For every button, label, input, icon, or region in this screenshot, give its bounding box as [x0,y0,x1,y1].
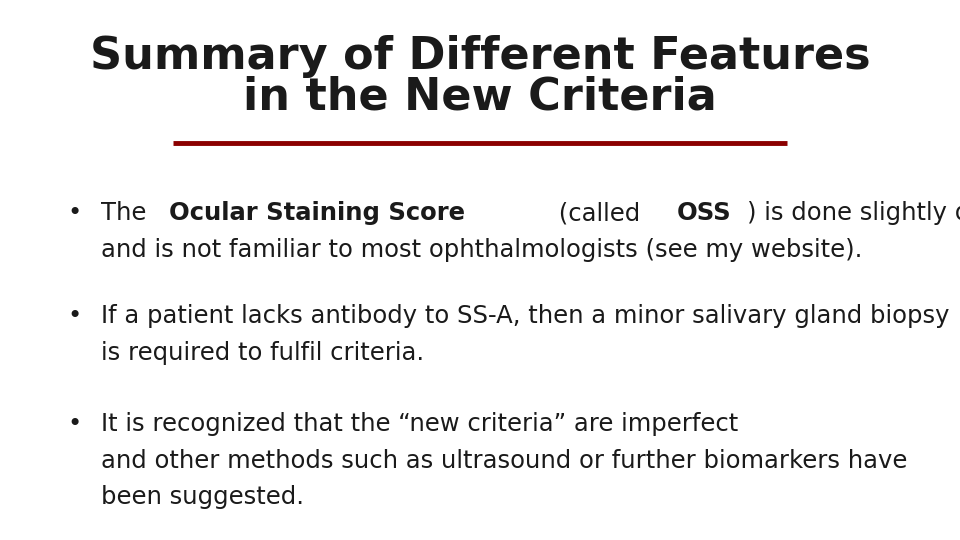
Text: been suggested.: been suggested. [101,485,303,509]
Text: in the New Criteria: in the New Criteria [243,76,717,119]
Text: and other methods such as ultrasound or further biomarkers have: and other methods such as ultrasound or … [101,449,907,472]
Text: •: • [67,201,82,225]
Text: Summary of Different Features: Summary of Different Features [89,35,871,78]
Text: OSS: OSS [677,201,732,225]
Text: If a patient lacks antibody to SS-A, then a minor salivary gland biopsy: If a patient lacks antibody to SS-A, the… [101,304,949,328]
Text: •: • [67,304,82,328]
Text: and is not familiar to most ophthalmologists (see my website).: and is not familiar to most ophthalmolog… [101,238,862,262]
Text: ) is done slightly differently,: ) is done slightly differently, [747,201,960,225]
Text: •: • [67,412,82,436]
Text: It is recognized that the “new criteria” are imperfect: It is recognized that the “new criteria”… [101,412,738,436]
Text: is required to fulfil criteria.: is required to fulfil criteria. [101,341,424,364]
Text: Ocular Staining Score: Ocular Staining Score [169,201,466,225]
Text: The: The [101,201,154,225]
Text: (called: (called [551,201,648,225]
